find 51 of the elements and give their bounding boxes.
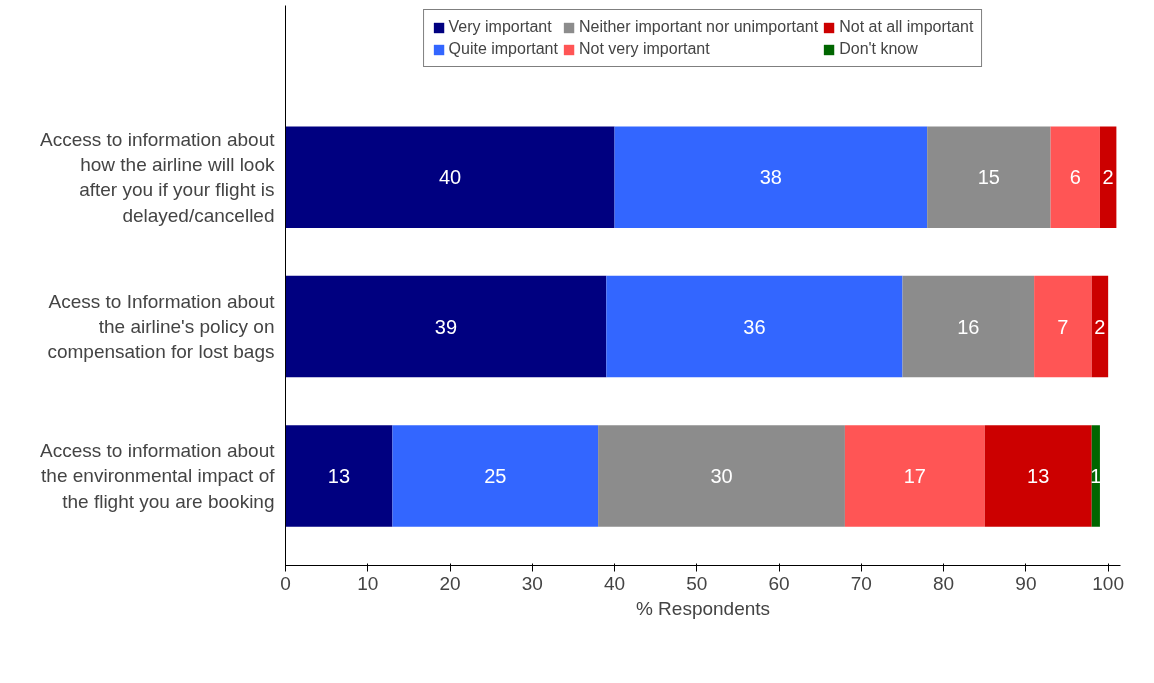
- x-tick-label: 90: [1015, 572, 1037, 594]
- bar: [392, 425, 599, 527]
- x-tick-label: 60: [768, 572, 790, 594]
- data-label: 38: [759, 166, 782, 189]
- data-label: 16: [957, 315, 980, 338]
- data-label: 30: [710, 464, 733, 487]
- bar: [1050, 126, 1100, 229]
- bar: [1034, 275, 1092, 378]
- data-label: 13: [1027, 464, 1050, 487]
- x-tick-label: 70: [850, 572, 872, 594]
- bar: [598, 425, 845, 527]
- bar: [606, 275, 903, 378]
- data-label: 36: [743, 315, 766, 338]
- data-label: 7: [1057, 315, 1069, 338]
- x-tick-label: 40: [604, 572, 626, 594]
- x-tick-label: 50: [686, 572, 708, 594]
- x-tick-label: 20: [439, 572, 461, 594]
- data-label: 2: [1102, 166, 1114, 189]
- legend-label: Not at all important: [839, 18, 974, 36]
- data-label: 17: [903, 464, 926, 487]
- x-tick-label: 80: [933, 572, 955, 594]
- bar: [927, 126, 1051, 229]
- x-tick-label: 100: [1092, 572, 1125, 594]
- data-label: 40: [438, 166, 462, 189]
- data-label: 13: [327, 464, 351, 487]
- y-tick-label: Access to information about how the airline will look after you if your flight is delayed/cancelled: [40, 128, 276, 226]
- legend-label: Very important: [448, 18, 552, 36]
- x-tick-label: 0: [280, 572, 291, 594]
- x-axis-title: % Respondents: [635, 597, 771, 619]
- legend-label: Not very important: [578, 40, 710, 58]
- bar: [614, 126, 928, 229]
- data-label: 6: [1069, 166, 1081, 189]
- y-tick-label: Acess to Information about the airline's policy on compensation for lost bags: [47, 290, 276, 363]
- bar: [1091, 275, 1109, 378]
- x-tick-label: 30: [521, 572, 543, 594]
- legend-label: Don't know: [839, 40, 918, 58]
- bar: [984, 425, 1092, 527]
- x-tick-label: 10: [357, 572, 379, 594]
- legend-label: Neither important nor unimportant: [578, 18, 819, 36]
- bar: [1099, 126, 1117, 229]
- bar: [285, 126, 615, 229]
- bar: [285, 425, 393, 527]
- bar: [902, 275, 1035, 378]
- data-label: 2: [1094, 315, 1106, 338]
- bar: [844, 425, 985, 527]
- legend-label: Quite important: [448, 40, 558, 58]
- bar: [285, 275, 607, 378]
- y-tick-label: Access to information about the environmental impact of the flight you are booking: [40, 440, 276, 512]
- data-label: 15: [977, 166, 1000, 189]
- data-label: 25: [484, 464, 507, 487]
- data-label: 39: [434, 315, 458, 338]
